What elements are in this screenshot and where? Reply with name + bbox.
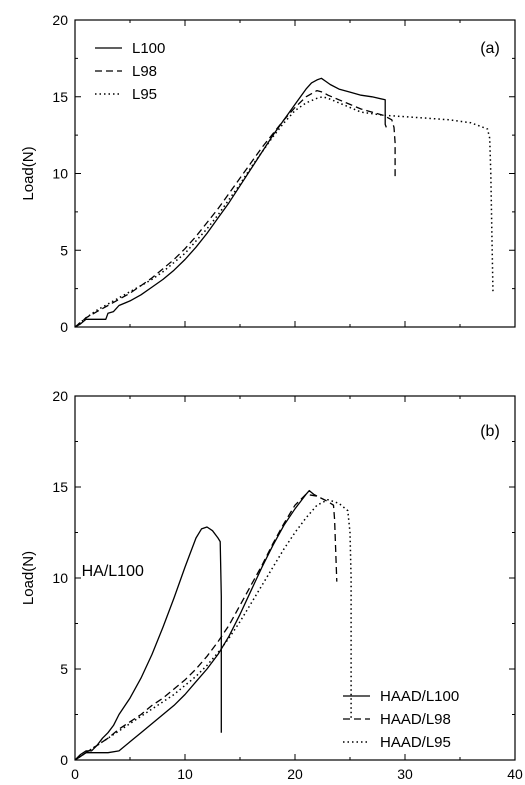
legend-label: L95 bbox=[132, 86, 157, 103]
series-line bbox=[74, 493, 338, 761]
x-tick-label: 10 bbox=[177, 766, 193, 782]
x-tick-label: 0 bbox=[71, 766, 79, 782]
x-tick-label: 40 bbox=[507, 766, 523, 782]
panel-b: 05101520010203040Load(N)Strain(%)(b)HAAD… bbox=[20, 388, 523, 782]
y-tick-label: 20 bbox=[52, 12, 68, 28]
y-tick-label: 10 bbox=[52, 166, 68, 182]
x-tick-label: 20 bbox=[287, 766, 303, 782]
y-axis-label: Load(N) bbox=[20, 146, 37, 200]
legend-label: L98 bbox=[132, 63, 157, 80]
panel-label: (a) bbox=[480, 40, 500, 57]
series-line bbox=[74, 498, 352, 761]
series-line bbox=[74, 89, 396, 328]
y-tick-label: 0 bbox=[60, 319, 68, 335]
legend-label: HAAD/L98 bbox=[380, 711, 451, 728]
series-line bbox=[74, 96, 494, 328]
y-tick-label: 5 bbox=[60, 661, 68, 677]
panel-label: (b) bbox=[480, 423, 500, 440]
y-tick-label: 15 bbox=[52, 479, 68, 495]
legend-label: HAAD/L100 bbox=[380, 688, 459, 705]
legend-label: L100 bbox=[132, 40, 165, 57]
series-line bbox=[74, 526, 222, 761]
annotation-label: HA/L100 bbox=[82, 563, 144, 580]
series-line bbox=[74, 77, 387, 328]
series-line bbox=[74, 489, 318, 761]
y-tick-label: 15 bbox=[52, 89, 68, 105]
panel-a: 0 5 10 15 20 Load(N) (a) L100 L98 L95 bbox=[20, 12, 516, 335]
y-tick-label: 20 bbox=[52, 388, 68, 404]
y-tick-label: 0 bbox=[60, 752, 68, 768]
y-axis-label: Load(N) bbox=[20, 551, 37, 605]
legend-label: HAAD/L95 bbox=[380, 734, 451, 751]
y-tick-label: 10 bbox=[52, 570, 68, 586]
x-tick-label: 30 bbox=[397, 766, 413, 782]
y-tick-label: 5 bbox=[60, 242, 68, 258]
